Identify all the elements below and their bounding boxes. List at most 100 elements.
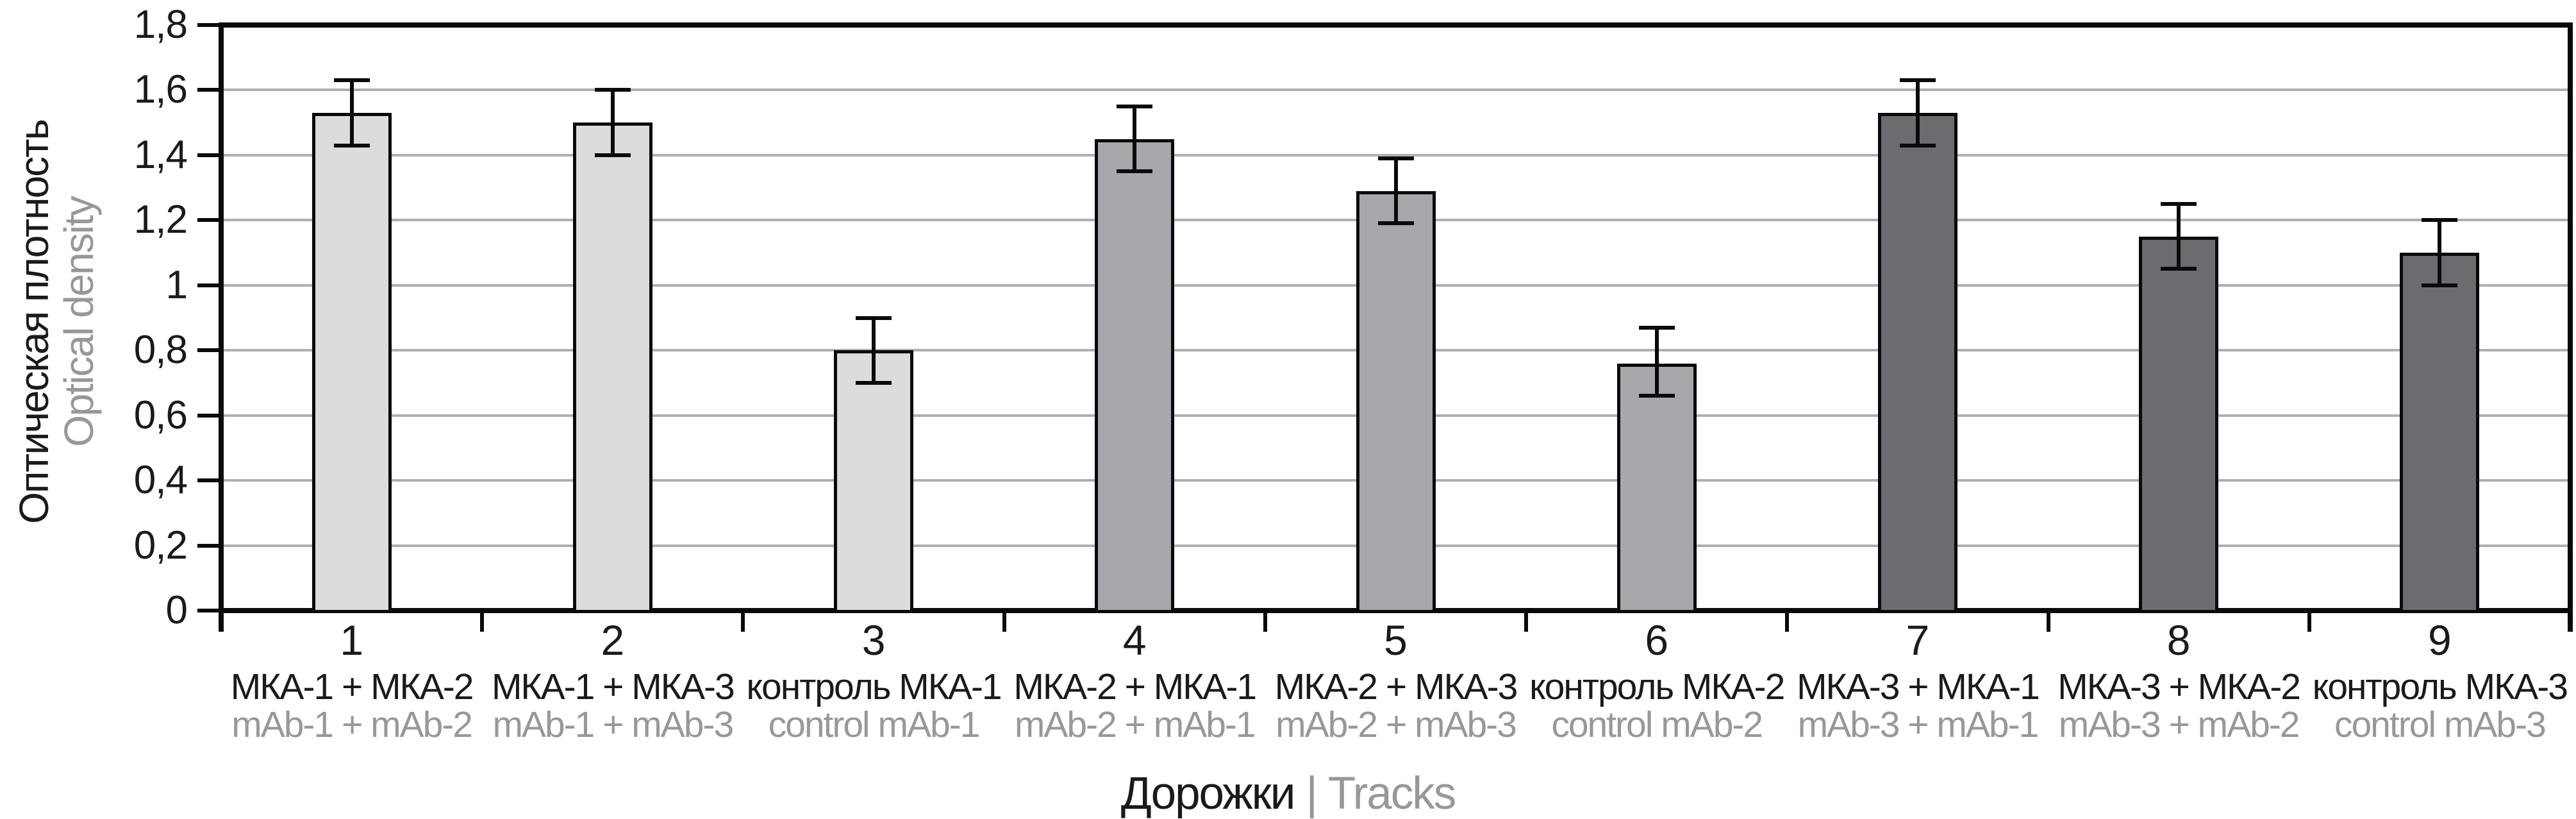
category-label-russian: МКА-2 + МКА-3 bbox=[1274, 666, 1518, 707]
category-label-russian: МКА-2 + МКА-1 bbox=[1013, 666, 1257, 707]
category-label-russian: МКА-1 + МКА-3 bbox=[491, 666, 735, 707]
x-axis-title-english: Tracks bbox=[1327, 768, 1456, 819]
bar-track-8 bbox=[2139, 236, 2219, 613]
category-label-english: control mAb-1 bbox=[768, 704, 981, 745]
x-axis-tick bbox=[1263, 613, 1267, 632]
error-bar-cap-bottom bbox=[1899, 143, 1936, 148]
gridline bbox=[224, 153, 2568, 156]
bar-track-1 bbox=[312, 112, 392, 613]
y-axis-tick bbox=[197, 609, 219, 612]
y-tick-label: 1,6 bbox=[133, 67, 188, 112]
category-label-english: mAb-2 + mAb-3 bbox=[1276, 704, 1517, 745]
x-axis-tick bbox=[741, 613, 745, 632]
y-axis-tick bbox=[197, 218, 219, 223]
error-bar-cap-bottom bbox=[594, 153, 631, 157]
category-number: 7 bbox=[1906, 616, 1930, 664]
error-bar-track-3 bbox=[872, 317, 876, 383]
error-bar-cap-top bbox=[333, 78, 370, 83]
bar-track-9 bbox=[2400, 253, 2480, 613]
bar-track-3 bbox=[834, 350, 914, 613]
category-label-english: control mAb-2 bbox=[1551, 704, 1763, 745]
category-label-russian: МКА-1 + МКА-2 bbox=[230, 666, 474, 707]
category-label-english: mAb-3 + mAb-1 bbox=[1797, 704, 2040, 745]
category-number: 8 bbox=[2166, 616, 2191, 664]
error-bar-track-5 bbox=[1393, 158, 1398, 224]
error-bar-cap-top bbox=[2161, 201, 2197, 206]
error-bar-track-7 bbox=[1915, 80, 1920, 146]
y-axis-tick bbox=[197, 283, 219, 287]
error-bar-track-8 bbox=[2177, 203, 2181, 269]
error-bar-cap-top bbox=[594, 88, 631, 92]
error-bar-track-2 bbox=[610, 90, 615, 155]
y-tick-label: 0 bbox=[165, 588, 188, 632]
y-axis-title-russian: Оптическая плотность bbox=[11, 120, 57, 524]
category-number: 6 bbox=[1645, 616, 1669, 664]
error-bar-cap-top bbox=[1899, 78, 1936, 83]
category-label-english: mAb-3 + mAb-2 bbox=[2058, 704, 2300, 745]
bar-track-4 bbox=[1095, 139, 1175, 613]
plot-top-border bbox=[219, 22, 2573, 28]
category-label: МКА-1 + МКА-2 mAb-1 + mAb-2 bbox=[220, 668, 483, 744]
category-label-english: mAb-2 + mAb-1 bbox=[1014, 704, 1256, 745]
category-label: МКА-1 + МКА-3 mAb-1 + mAb-3 bbox=[481, 668, 744, 744]
gridline bbox=[224, 89, 2568, 92]
category-label: МКА-2 + МКА-1 mAb-2 + mAb-1 bbox=[1003, 668, 1266, 744]
y-axis-tick bbox=[197, 543, 219, 548]
error-bar-cap-bottom bbox=[856, 380, 892, 385]
category-label-english: mAb-1 + mAb-2 bbox=[231, 704, 473, 745]
y-tick-label: 1 bbox=[165, 262, 188, 307]
category-label-russian: контроль МКА-2 bbox=[1529, 666, 1785, 707]
x-axis-tick bbox=[480, 613, 485, 632]
bar-track-6 bbox=[1616, 363, 1697, 613]
y-tick-label: 0,6 bbox=[133, 393, 188, 437]
x-axis-tick bbox=[2046, 613, 2050, 632]
category-label: МКА-3 + МКА-1 mAb-3 + mAb-1 bbox=[1786, 668, 2049, 744]
y-tick-label: 0,8 bbox=[133, 328, 188, 373]
error-bar-track-4 bbox=[1133, 106, 1137, 172]
plot-right-border bbox=[2568, 22, 2573, 632]
y-axis-line bbox=[219, 22, 224, 632]
y-tick-label: 1,8 bbox=[133, 3, 188, 47]
category-label-russian: контроль МКА-1 bbox=[746, 666, 1002, 707]
error-bar-cap-bottom bbox=[2422, 283, 2458, 287]
y-axis-tick bbox=[197, 88, 219, 92]
bar-track-5 bbox=[1356, 190, 1436, 613]
x-axis-tick bbox=[219, 613, 223, 632]
error-bar-track-6 bbox=[1654, 327, 1659, 396]
category-label-english: mAb-1 + mAb-3 bbox=[492, 704, 734, 745]
error-bar-cap-bottom bbox=[1638, 394, 1675, 398]
x-axis-tick bbox=[1785, 613, 1790, 632]
category-label-english: control mAb-3 bbox=[2334, 704, 2547, 745]
category-label: МКА-2 + МКА-3 mAb-2 + mAb-3 bbox=[1265, 668, 1527, 744]
y-tick-label: 1,2 bbox=[133, 198, 188, 242]
y-axis-tick bbox=[197, 153, 219, 157]
category-label: контроль МКА-2 control mAb-2 bbox=[1525, 668, 1788, 744]
category-number: 2 bbox=[601, 616, 625, 664]
x-axis-tick bbox=[1002, 613, 1006, 632]
category-label: контроль МКА-3 control mAb-3 bbox=[2308, 668, 2571, 744]
error-bar-cap-bottom bbox=[1377, 221, 1414, 226]
category-number: 1 bbox=[340, 616, 363, 664]
error-bar-cap-top bbox=[1638, 325, 1675, 330]
y-axis-tick bbox=[197, 413, 219, 418]
y-tick-label: 0,2 bbox=[133, 523, 188, 568]
error-bar-cap-top bbox=[2422, 218, 2458, 223]
y-tick-label: 1,4 bbox=[133, 132, 188, 177]
x-axis-title: Дорожки | Tracks bbox=[0, 768, 2576, 819]
x-axis-tick bbox=[1524, 613, 1529, 632]
y-axis-tick bbox=[197, 23, 219, 27]
error-bar-cap-bottom bbox=[333, 143, 370, 148]
x-axis-tick bbox=[2568, 613, 2572, 632]
error-bar-track-9 bbox=[2438, 220, 2442, 285]
category-number: 9 bbox=[2428, 616, 2452, 664]
category-label: контроль МКА-1 control mAb-1 bbox=[742, 668, 1005, 744]
x-axis-title-russian: Дорожки bbox=[1120, 768, 1296, 819]
y-axis-tick bbox=[197, 348, 219, 353]
error-bar-cap-top bbox=[1117, 104, 1153, 108]
category-label-russian: МКА-3 + МКА-1 bbox=[1797, 666, 2040, 707]
error-bar-cap-bottom bbox=[2161, 267, 2197, 271]
category-label-russian: контроль МКА-3 bbox=[2312, 666, 2568, 707]
error-bar-cap-top bbox=[1377, 156, 1414, 160]
category-label: МКА-3 + МКА-2 mAb-3 + mAb-2 bbox=[2047, 668, 2310, 744]
